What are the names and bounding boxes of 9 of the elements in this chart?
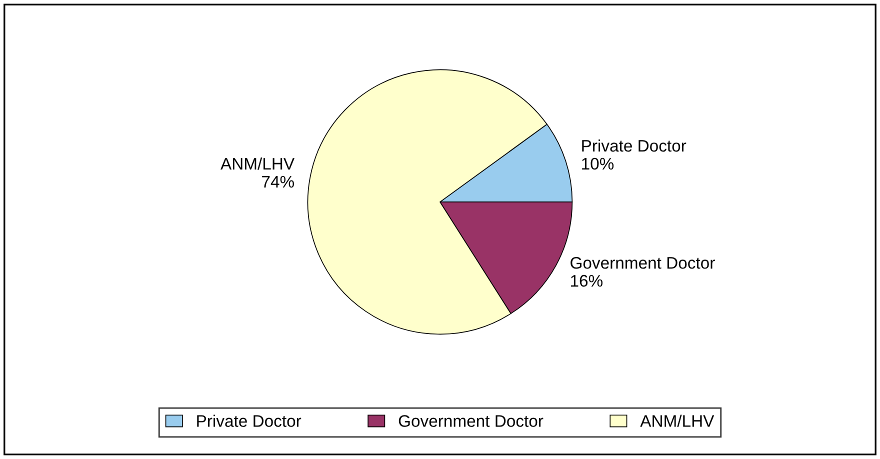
legend-label: Private Doctor [197,414,302,427]
legend-label: Government Doctor [398,415,544,427]
slice-label: Private Doctor [582,139,686,152]
data-label: 10% [582,158,614,170]
legend-label: ANM/LHV [640,414,714,427]
data-label: 74% [262,176,294,188]
data-label: 16% [571,274,603,287]
slice-label: Government Doctor [570,256,715,269]
slice-label: ANM/LHV [220,157,294,170]
